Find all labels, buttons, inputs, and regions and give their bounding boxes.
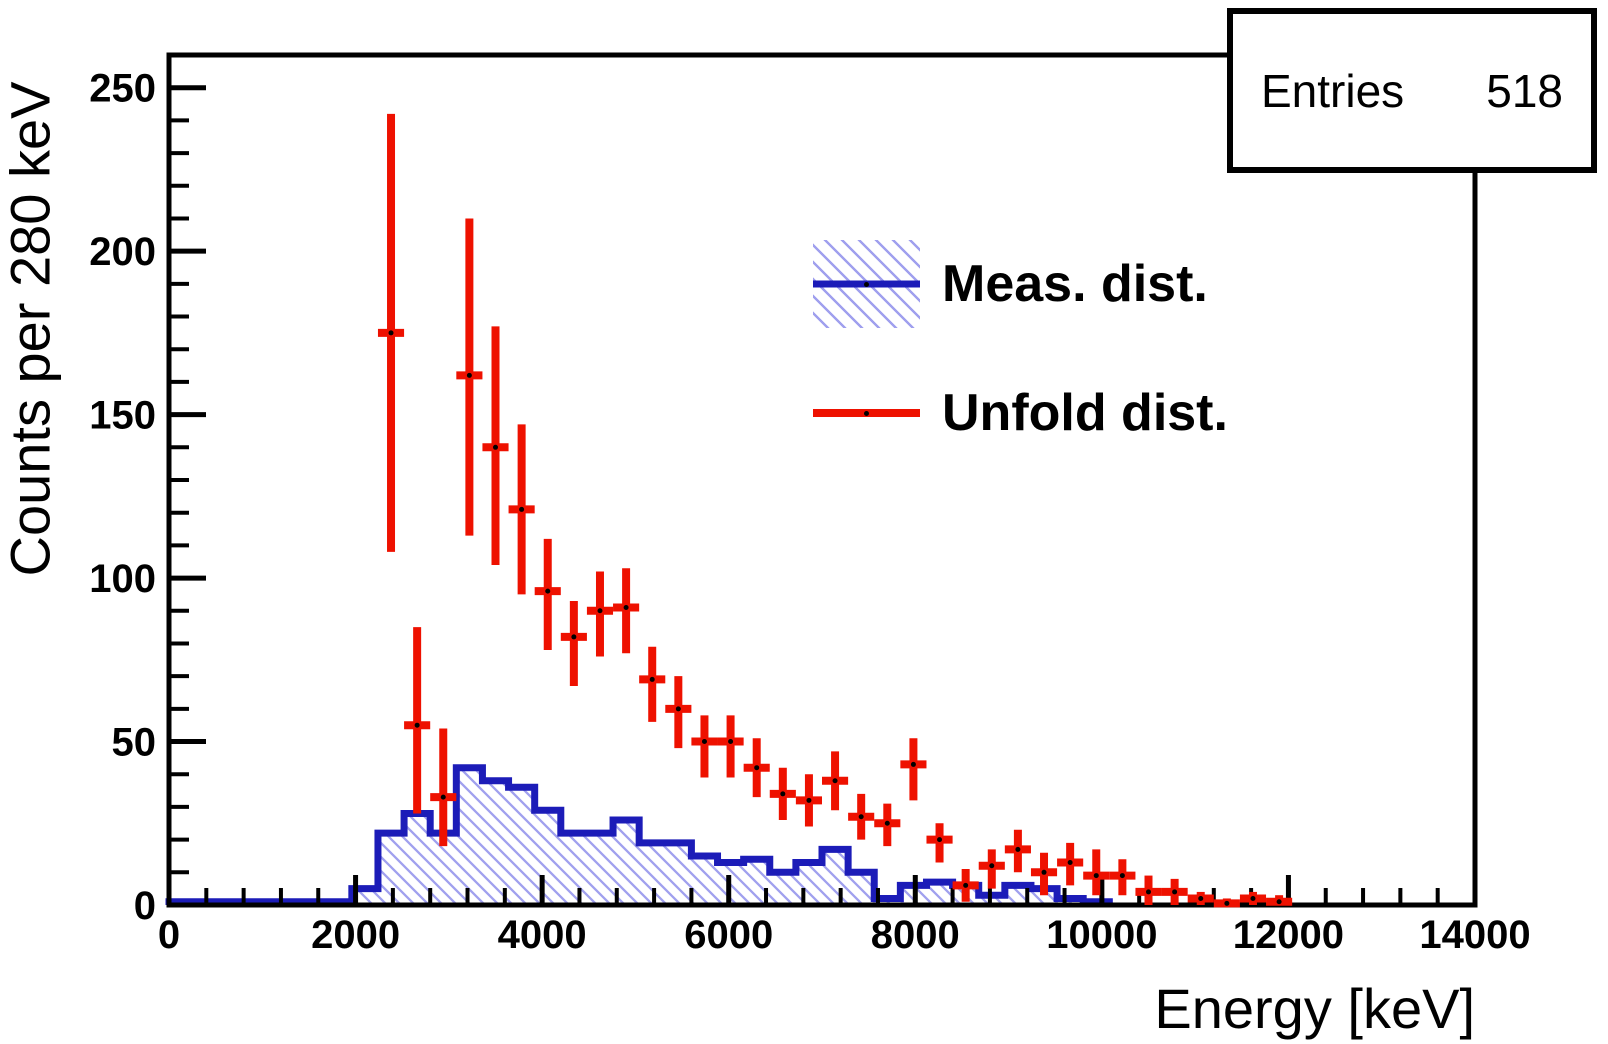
unfold-point-dot bbox=[1198, 895, 1204, 901]
unfold-point-dot bbox=[1015, 846, 1021, 852]
unfold-point-dot bbox=[910, 761, 916, 767]
unfold-point-dot bbox=[414, 722, 420, 728]
unfold-point-dot bbox=[493, 444, 498, 450]
unfold-point-dot bbox=[1224, 900, 1230, 906]
unfold-point-dot bbox=[806, 797, 812, 803]
unfold-point-dot bbox=[1276, 899, 1282, 905]
legend-label-meas: Meas. dist. bbox=[942, 255, 1208, 313]
unfold-point-dot bbox=[1093, 873, 1099, 879]
stats-box: Entries 518 bbox=[1227, 8, 1597, 173]
x-tick-label: 10000 bbox=[1046, 913, 1157, 957]
y-axis: 0 50 100 150 200 250 bbox=[89, 67, 206, 928]
x-tick-label: 4000 bbox=[498, 913, 587, 957]
unfold-point-dot bbox=[388, 330, 394, 336]
marker-dot-icon bbox=[864, 410, 869, 416]
unfold-point-dot bbox=[1250, 895, 1256, 901]
x-axis: 0 2000 4000 6000 8000 10000 12000 14000 bbox=[158, 875, 1531, 957]
unfold-point-dot bbox=[780, 791, 786, 797]
unfold-point-dot bbox=[519, 506, 525, 512]
legend-row-unfold: Unfold dist. bbox=[813, 369, 1228, 457]
unfold-point-dot bbox=[440, 794, 446, 800]
legend-row-meas: Meas. dist. bbox=[813, 240, 1228, 328]
unfold-dist-marker-icon bbox=[813, 369, 920, 457]
unfold-point-dot bbox=[884, 820, 890, 826]
x-tick-label: 6000 bbox=[684, 913, 773, 957]
stats-entries-label: Entries bbox=[1261, 64, 1405, 117]
y-tick-label: 100 bbox=[89, 557, 156, 601]
unfold-point-dot bbox=[937, 837, 943, 843]
legend: Meas. dist. Unfold dist. bbox=[813, 240, 1228, 498]
unfold-point-dot bbox=[649, 676, 655, 682]
x-tick-label: 12000 bbox=[1233, 913, 1344, 957]
y-tick-label: 50 bbox=[112, 721, 157, 765]
unfold-errorbars bbox=[377, 113, 1293, 908]
unfold-point-dot bbox=[545, 588, 551, 594]
unfold-point-dot bbox=[701, 739, 707, 745]
y-axis-title: Counts per 280 keV bbox=[0, 81, 62, 577]
unfold-point-dot bbox=[623, 605, 629, 610]
x-tick-label: 0 bbox=[158, 913, 180, 957]
unfold-point-dot bbox=[597, 608, 603, 614]
stats-entries-value: 518 bbox=[1486, 64, 1563, 117]
unfold-point-dot bbox=[571, 634, 577, 640]
unfold-point-dot bbox=[1119, 873, 1125, 879]
unfold-point-dot bbox=[466, 372, 472, 378]
unfold-point-dot bbox=[858, 814, 864, 820]
unfold-point-dot bbox=[963, 882, 969, 888]
unfold-point-dot bbox=[1172, 889, 1178, 895]
y-tick-label: 0 bbox=[134, 884, 156, 928]
meas-dist-marker-icon bbox=[813, 240, 920, 328]
unfold-point-dot bbox=[832, 778, 838, 784]
unfold-point-dot bbox=[1067, 860, 1073, 865]
unfold-point-dot bbox=[1041, 869, 1047, 875]
x-tick-label: 8000 bbox=[871, 913, 960, 957]
unfold-point-dot bbox=[728, 739, 734, 745]
unfold-point-dot bbox=[1146, 889, 1151, 895]
unfold-point-dot bbox=[989, 863, 995, 869]
legend-label-unfold: Unfold dist. bbox=[942, 384, 1228, 442]
x-tick-label: 2000 bbox=[311, 913, 400, 957]
unfold-point-dot bbox=[754, 765, 760, 771]
x-axis-title: Energy [keV] bbox=[1154, 977, 1475, 1040]
y-tick-label: 150 bbox=[89, 394, 156, 438]
y-tick-label: 200 bbox=[89, 230, 156, 274]
unfold-point-dot bbox=[675, 706, 681, 712]
x-tick-label: 14000 bbox=[1419, 913, 1530, 957]
y-tick-label: 250 bbox=[89, 67, 156, 111]
marker-dot-icon bbox=[864, 281, 869, 287]
